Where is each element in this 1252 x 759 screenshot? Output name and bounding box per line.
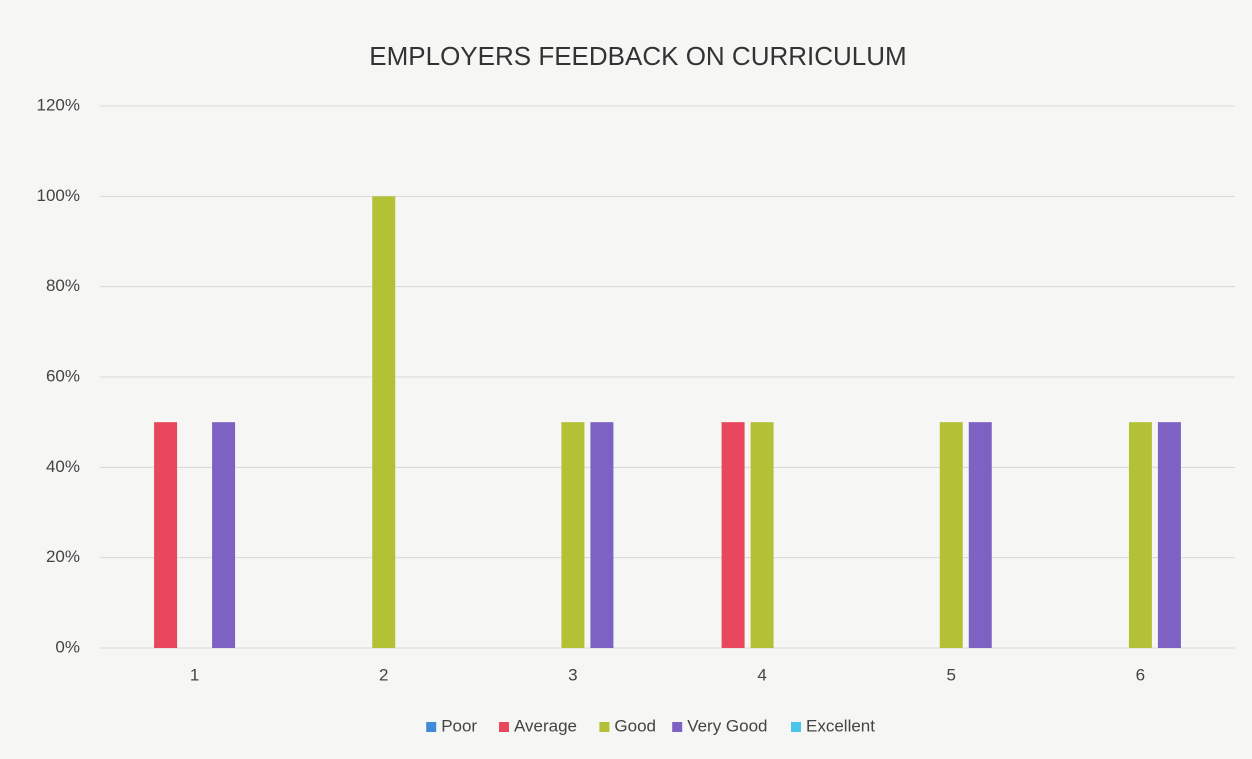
bar	[561, 422, 585, 648]
x-tick-label: 6	[1136, 665, 1145, 684]
y-tick-label: 40%	[46, 457, 80, 476]
bar	[939, 422, 963, 648]
legend-label: Poor	[441, 716, 477, 735]
y-tick-label: 20%	[46, 547, 80, 566]
legend-swatch	[672, 722, 683, 732]
legend-swatch	[599, 722, 610, 732]
bar	[968, 422, 992, 648]
bar	[372, 196, 396, 649]
bar	[212, 422, 236, 648]
bar	[154, 422, 178, 648]
x-tick-label: 5	[947, 665, 956, 684]
y-tick-label: 0%	[55, 637, 80, 656]
x-tick-label: 4	[757, 665, 766, 684]
legend-swatch	[426, 722, 437, 732]
x-tick-label: 3	[568, 665, 577, 684]
legend-label: Excellent	[806, 716, 875, 735]
x-tick-label: 2	[379, 665, 388, 684]
legend-swatch	[791, 722, 801, 732]
bar	[590, 422, 614, 648]
bar	[1157, 422, 1181, 648]
bar	[1128, 422, 1152, 648]
legend-label: Good	[614, 716, 656, 735]
y-tick-label: 100%	[37, 186, 80, 205]
y-tick-label: 120%	[37, 95, 80, 114]
y-tick-label: 80%	[46, 276, 80, 295]
legend-swatch	[499, 722, 509, 732]
chart-title: EMPLOYERS FEEDBACK ON CURRICULUM	[369, 41, 906, 71]
bar	[721, 422, 745, 648]
legend-label: Average	[514, 716, 577, 735]
x-tick-label: 1	[190, 665, 199, 684]
y-tick-label: 60%	[46, 366, 80, 385]
bar	[750, 422, 774, 648]
legend-label: Very Good	[687, 716, 767, 735]
